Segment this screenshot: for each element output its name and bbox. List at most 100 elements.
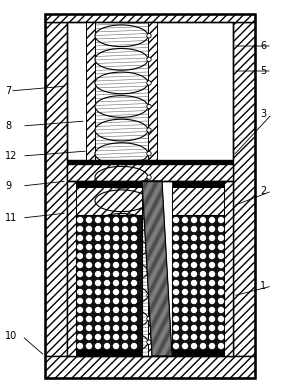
- Circle shape: [131, 298, 137, 304]
- Ellipse shape: [95, 190, 148, 212]
- Circle shape: [104, 280, 110, 286]
- Circle shape: [200, 226, 206, 232]
- Circle shape: [86, 217, 92, 223]
- Circle shape: [173, 298, 179, 304]
- Circle shape: [147, 34, 151, 38]
- Circle shape: [86, 235, 92, 241]
- Ellipse shape: [95, 237, 148, 259]
- Circle shape: [147, 317, 151, 321]
- Circle shape: [95, 226, 101, 232]
- Circle shape: [182, 235, 188, 241]
- Circle shape: [191, 226, 197, 232]
- Circle shape: [113, 226, 119, 232]
- Circle shape: [200, 262, 206, 268]
- Circle shape: [173, 316, 179, 322]
- Circle shape: [122, 325, 128, 331]
- Circle shape: [182, 280, 188, 286]
- Circle shape: [218, 289, 224, 295]
- Circle shape: [122, 262, 128, 268]
- Bar: [67, 22, 233, 160]
- Circle shape: [86, 289, 92, 295]
- Circle shape: [173, 343, 179, 349]
- Ellipse shape: [95, 308, 148, 330]
- Ellipse shape: [95, 72, 148, 94]
- Circle shape: [131, 271, 137, 277]
- Circle shape: [122, 235, 128, 241]
- Circle shape: [122, 244, 128, 250]
- Circle shape: [173, 253, 179, 259]
- Circle shape: [147, 104, 151, 109]
- Circle shape: [173, 217, 179, 223]
- Circle shape: [218, 235, 224, 241]
- Circle shape: [86, 253, 92, 259]
- Circle shape: [86, 271, 92, 277]
- Circle shape: [218, 226, 224, 232]
- Circle shape: [218, 262, 224, 268]
- Circle shape: [209, 262, 215, 268]
- Circle shape: [104, 298, 110, 304]
- Circle shape: [77, 334, 83, 340]
- Circle shape: [113, 253, 119, 259]
- Bar: [67, 164, 233, 181]
- Circle shape: [113, 307, 119, 313]
- Circle shape: [209, 280, 215, 286]
- Circle shape: [131, 244, 137, 250]
- Circle shape: [147, 128, 151, 132]
- Circle shape: [182, 307, 188, 313]
- Circle shape: [191, 235, 197, 241]
- Circle shape: [77, 226, 83, 232]
- Circle shape: [77, 343, 83, 349]
- Circle shape: [86, 334, 92, 340]
- Circle shape: [209, 271, 215, 277]
- Circle shape: [173, 307, 179, 313]
- Circle shape: [86, 298, 92, 304]
- Circle shape: [104, 262, 110, 268]
- Circle shape: [77, 253, 83, 259]
- Circle shape: [191, 271, 197, 277]
- Circle shape: [218, 298, 224, 304]
- Circle shape: [200, 217, 206, 223]
- Circle shape: [182, 226, 188, 232]
- Circle shape: [86, 325, 92, 331]
- Ellipse shape: [95, 96, 148, 117]
- Circle shape: [95, 325, 101, 331]
- Text: 1: 1: [260, 281, 266, 291]
- Circle shape: [95, 343, 101, 349]
- Circle shape: [122, 280, 128, 286]
- Circle shape: [113, 325, 119, 331]
- Ellipse shape: [95, 213, 148, 235]
- Circle shape: [218, 244, 224, 250]
- Circle shape: [218, 217, 224, 223]
- Polygon shape: [142, 181, 172, 356]
- Circle shape: [104, 244, 110, 250]
- Circle shape: [209, 244, 215, 250]
- Text: 3: 3: [260, 109, 266, 119]
- Circle shape: [147, 198, 151, 203]
- Circle shape: [182, 262, 188, 268]
- Circle shape: [182, 253, 188, 259]
- Circle shape: [104, 253, 110, 259]
- Circle shape: [191, 280, 197, 286]
- Circle shape: [131, 289, 137, 295]
- Circle shape: [131, 226, 137, 232]
- Circle shape: [147, 175, 151, 179]
- Circle shape: [77, 316, 83, 322]
- Circle shape: [131, 280, 137, 286]
- Circle shape: [191, 307, 197, 313]
- Circle shape: [218, 316, 224, 322]
- Ellipse shape: [95, 25, 148, 47]
- Circle shape: [218, 325, 224, 331]
- Bar: [45, 14, 255, 22]
- Circle shape: [191, 334, 197, 340]
- Circle shape: [113, 244, 119, 250]
- Ellipse shape: [95, 166, 148, 188]
- Circle shape: [191, 289, 197, 295]
- Bar: [233, 22, 255, 356]
- Circle shape: [200, 253, 206, 259]
- Circle shape: [209, 253, 215, 259]
- Circle shape: [200, 235, 206, 241]
- Ellipse shape: [95, 261, 148, 282]
- Bar: [76, 181, 142, 187]
- Text: 12: 12: [5, 151, 17, 161]
- Circle shape: [173, 262, 179, 268]
